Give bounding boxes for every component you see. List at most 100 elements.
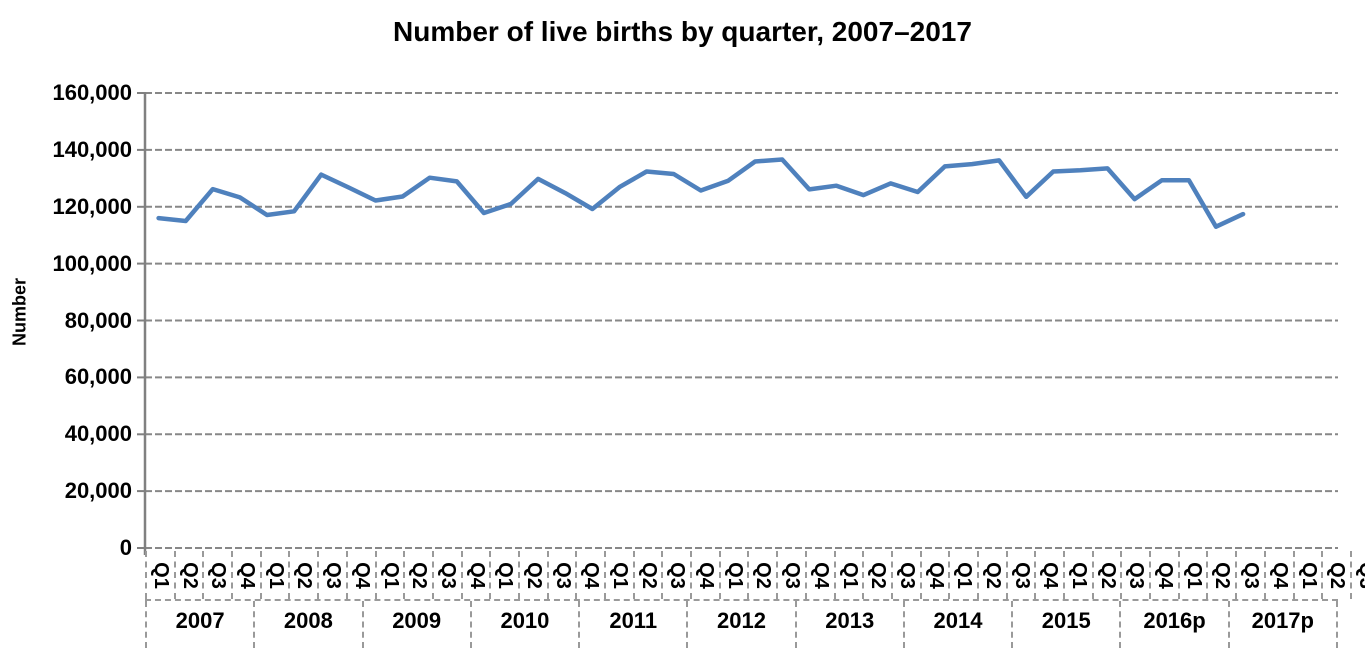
x-quarter-label: Q1	[1297, 561, 1320, 589]
x-quarter-label: Q1	[953, 561, 976, 589]
x-quarter-cell: Q3	[549, 551, 578, 599]
x-year-label: 2009	[364, 601, 472, 648]
x-quarter-label: Q4	[350, 561, 373, 589]
x-quarter-row: Q1 Q2 Q3 Q4 Q1 Q2 Q3 Q4 Q1 Q2 Q3 Q4 Q1 Q2 Q3 Q4 Q1 Q2 Q3 Q4…	[145, 551, 1365, 601]
x-quarter-cell: Q3	[1237, 551, 1266, 599]
x-quarter-label: Q2	[178, 561, 201, 589]
x-quarter-cell: Q2	[290, 551, 320, 599]
x-quarter-label: Q2	[752, 561, 775, 589]
x-quarter-label: Q1	[723, 561, 746, 589]
x-quarter-cell: Q4	[348, 551, 377, 599]
x-quarter-label: Q2	[293, 561, 316, 589]
plot-area	[137, 92, 1338, 555]
x-quarter-cell: Q3	[778, 551, 807, 599]
x-year-label: 2010	[472, 601, 581, 648]
x-quarter-cell: Q1	[377, 551, 406, 599]
x-quarter-cell: Q4	[1266, 551, 1295, 599]
x-quarter-label: Q1	[149, 561, 172, 589]
chart-title: Number of live births by quarter, 2007–2…	[393, 16, 972, 47]
x-quarter-cell: Q2	[520, 551, 549, 599]
x-quarter-cell: Q4	[463, 551, 492, 599]
x-quarter-label: Q1	[264, 561, 287, 589]
x-quarter-label: Q1	[379, 561, 402, 589]
x-quarter-cell: Q4	[1036, 551, 1065, 599]
x-quarter-label: Q4	[924, 561, 947, 589]
y-tick-label: 100,000	[52, 250, 132, 276]
x-quarter-label: Q1	[494, 561, 517, 589]
y-tick-label: 40,000	[64, 421, 132, 447]
x-quarter-cell: Q1	[1180, 551, 1209, 599]
y-axis-title: Number	[9, 277, 30, 347]
x-quarter-cell: Q2	[749, 551, 779, 599]
x-quarter-cell: Q1	[1295, 551, 1324, 599]
x-quarter-label: Q1	[838, 561, 861, 589]
x-year-label: 2011	[580, 601, 689, 648]
x-quarter-cell: Q2	[635, 551, 664, 599]
x-quarter-label: Q2	[1096, 561, 1119, 589]
x-quarter-label: Q2	[522, 561, 545, 589]
births-line	[156, 157, 1246, 229]
x-year-label: 2008	[255, 601, 364, 648]
x-quarter-cell: Q3	[1008, 551, 1037, 599]
x-quarter-cell: Q3	[663, 551, 693, 599]
x-quarter-label: Q3	[321, 561, 344, 589]
y-tick-label: 0	[119, 535, 132, 560]
x-quarter-cell: Q2	[1208, 551, 1238, 599]
x-quarter-cell: Q3	[434, 551, 463, 599]
x-year-label: 2015	[1013, 601, 1122, 648]
x-year-label: 2007	[145, 601, 256, 648]
x-quarter-cell: Q3	[893, 551, 922, 599]
x-quarter-label: Q3	[1239, 561, 1262, 589]
y-tick-label: 120,000	[52, 193, 132, 219]
x-quarter-label: Q2	[1211, 561, 1234, 589]
x-quarter-label: Q1	[1182, 561, 1205, 589]
x-quarter-label: Q3	[1010, 561, 1033, 589]
x-quarter-label: Q3	[551, 561, 574, 589]
x-quarter-label: Q4	[465, 561, 488, 589]
x-quarter-label: Q4	[1268, 561, 1291, 589]
x-quarter-cell: Q1	[145, 551, 176, 599]
x-quarter-label: Q1	[1067, 561, 1090, 589]
x-quarter-cell: Q4	[692, 551, 721, 599]
x-year-row: 2007 2008 2009 2010 2011 2012 2013 2014 2015 2016…	[145, 601, 1338, 648]
x-quarter-label: Q4	[580, 561, 603, 589]
y-tick-label: 60,000	[64, 364, 132, 390]
x-quarter-label: Q4	[809, 561, 832, 589]
x-quarter-cell: Q1	[721, 551, 750, 599]
x-quarter-label: Q4	[235, 561, 258, 589]
x-quarter-cell: Q1	[1065, 551, 1094, 599]
x-quarter-label: Q3	[895, 561, 918, 589]
x-quarter-label: Q3	[1125, 561, 1148, 589]
x-quarter-cell: Q4	[807, 551, 836, 599]
x-quarter-cell: Q1	[836, 551, 865, 599]
x-quarter-cell: Q4	[577, 551, 606, 599]
x-quarter-cell: Q2	[176, 551, 205, 599]
x-year-label: 2016p	[1121, 601, 1230, 648]
x-quarter-cell: Q4	[922, 551, 951, 599]
x-quarter-cell: Q3	[1352, 551, 1365, 599]
x-quarter-label: Q2	[637, 561, 660, 589]
y-tick-label: 80,000	[64, 307, 132, 333]
x-quarter-cell: Q2	[1094, 551, 1123, 599]
x-quarter-label: Q3	[1354, 561, 1365, 589]
x-quarter-label: Q4	[694, 561, 717, 589]
x-quarter-cell: Q2	[1323, 551, 1352, 599]
y-tick-label: 160,000	[52, 80, 132, 105]
x-quarter-label: Q4	[1039, 561, 1062, 589]
x-quarter-label: Q2	[981, 561, 1004, 589]
x-quarter-label: Q2	[408, 561, 431, 589]
x-quarter-cell: Q3	[319, 551, 348, 599]
x-quarter-label: Q3	[436, 561, 459, 589]
x-quarter-cell: Q2	[864, 551, 893, 599]
x-year-label: 2012	[688, 601, 797, 648]
x-quarter-label: Q4	[1153, 561, 1176, 589]
x-axis-labels: Q1 Q2 Q3 Q4 Q1 Q2 Q3 Q4 Q1 Q2 Q3 Q4 Q1 Q2 Q3 Q4 Q1 Q2 Q3 Q4…	[145, 551, 1365, 648]
x-year-label: 2014	[905, 601, 1014, 648]
x-year-label: 2013	[797, 601, 905, 648]
x-quarter-cell: Q2	[405, 551, 434, 599]
y-tick-label: 20,000	[64, 478, 132, 504]
x-quarter-cell: Q1	[491, 551, 520, 599]
x-quarter-cell: Q1	[950, 551, 979, 599]
x-year-label: 2017p	[1230, 601, 1338, 648]
